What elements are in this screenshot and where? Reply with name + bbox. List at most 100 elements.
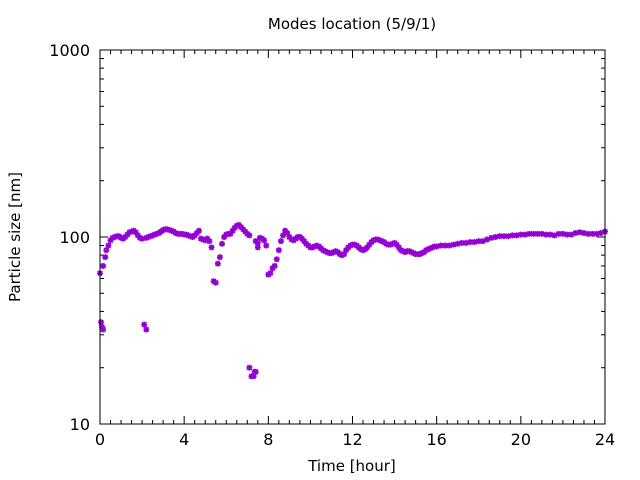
data-point bbox=[534, 230, 541, 237]
x-tick-label: 0 bbox=[95, 430, 105, 449]
data-point bbox=[343, 247, 350, 254]
data-point bbox=[277, 238, 284, 245]
y-tick-label: 100 bbox=[59, 228, 90, 247]
data-point bbox=[206, 238, 213, 245]
data-point bbox=[271, 262, 278, 269]
data-point bbox=[585, 230, 592, 237]
plot-area: 0 4 8 12 16 20 24 10 100 1000 bbox=[49, 41, 615, 449]
data-point bbox=[364, 244, 371, 251]
data-point bbox=[219, 240, 226, 247]
data-point bbox=[254, 244, 261, 251]
data-point bbox=[501, 233, 507, 240]
data-point bbox=[221, 234, 228, 240]
data-point bbox=[320, 247, 327, 254]
data-point bbox=[475, 238, 482, 245]
data-point bbox=[547, 231, 554, 238]
x-axis-label: Time [hour] bbox=[307, 457, 396, 475]
data-point bbox=[147, 233, 154, 240]
data-point bbox=[505, 233, 512, 240]
data-point bbox=[216, 254, 223, 261]
data-point bbox=[309, 244, 316, 251]
data-point bbox=[322, 248, 329, 255]
x-tick-label: 4 bbox=[179, 430, 189, 449]
data-point bbox=[427, 245, 434, 252]
data-point bbox=[580, 230, 587, 237]
data-point bbox=[526, 230, 533, 237]
data-point bbox=[136, 234, 143, 241]
data-point bbox=[105, 242, 112, 249]
data-point bbox=[143, 234, 150, 241]
data-point bbox=[572, 230, 579, 237]
data-point bbox=[442, 242, 449, 249]
data-point bbox=[555, 230, 562, 237]
data-point bbox=[370, 237, 377, 244]
x-tick-label: 24 bbox=[595, 430, 615, 449]
data-point bbox=[589, 230, 596, 237]
data-point bbox=[280, 232, 287, 239]
data-point bbox=[576, 229, 583, 236]
data-point bbox=[103, 247, 110, 254]
data-point bbox=[376, 237, 383, 244]
x-tick-label: 20 bbox=[511, 430, 531, 449]
y-tick-label: 1000 bbox=[49, 41, 90, 60]
data-point bbox=[568, 231, 575, 238]
data-point bbox=[496, 233, 503, 240]
data-point bbox=[332, 248, 339, 255]
data-point bbox=[347, 242, 354, 249]
data-point bbox=[492, 234, 499, 240]
data-point bbox=[351, 241, 358, 248]
data-point bbox=[122, 234, 129, 240]
data-point bbox=[246, 232, 253, 239]
data-point bbox=[429, 244, 436, 251]
data-point bbox=[488, 234, 495, 241]
data-point bbox=[286, 234, 293, 240]
data-point bbox=[597, 230, 604, 237]
data-point bbox=[341, 251, 348, 258]
data-point bbox=[530, 230, 537, 237]
chart-title: Modes location (5/9/1) bbox=[268, 15, 436, 33]
data-point bbox=[118, 234, 125, 241]
data-point bbox=[198, 235, 204, 242]
data-point bbox=[195, 227, 202, 234]
data-point bbox=[250, 373, 257, 380]
data-point bbox=[357, 246, 364, 253]
data-point bbox=[433, 243, 440, 250]
data-point bbox=[273, 256, 280, 263]
data-point bbox=[593, 230, 600, 237]
data-point bbox=[98, 319, 105, 326]
y-tick-label: 10 bbox=[70, 415, 90, 434]
data-point bbox=[109, 234, 116, 241]
data-point bbox=[99, 324, 106, 331]
data-point bbox=[513, 232, 520, 239]
data-point bbox=[214, 260, 221, 267]
data-point bbox=[261, 237, 268, 244]
data-point bbox=[383, 240, 390, 247]
data-point bbox=[204, 235, 211, 242]
data-point bbox=[299, 235, 305, 242]
data-point bbox=[200, 236, 207, 243]
data-point bbox=[139, 235, 146, 242]
data-point bbox=[564, 231, 571, 238]
data-point bbox=[454, 240, 461, 247]
data-point bbox=[134, 232, 141, 239]
data-point bbox=[389, 240, 396, 247]
data-point bbox=[543, 231, 550, 238]
x-tick-label: 8 bbox=[263, 430, 273, 449]
data-point bbox=[229, 227, 236, 234]
data-point bbox=[100, 326, 107, 333]
data-point bbox=[425, 246, 432, 253]
data-point bbox=[471, 239, 478, 246]
data-point bbox=[551, 232, 558, 239]
data-point bbox=[102, 254, 109, 261]
data-point bbox=[446, 242, 453, 249]
data-point bbox=[559, 230, 566, 237]
data-point bbox=[538, 230, 545, 237]
data-point bbox=[330, 249, 337, 256]
data-point bbox=[187, 233, 194, 240]
data-point bbox=[288, 236, 295, 243]
data-point bbox=[437, 242, 444, 249]
data-point bbox=[522, 231, 529, 238]
x-tick-label: 12 bbox=[342, 430, 362, 449]
data-point bbox=[423, 247, 430, 254]
